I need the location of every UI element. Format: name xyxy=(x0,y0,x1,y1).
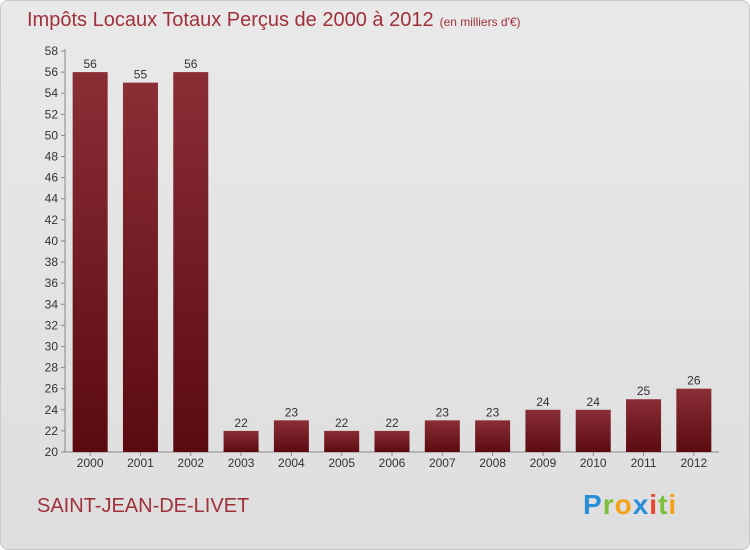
y-tick-label: 26 xyxy=(45,382,59,396)
data-label: 26 xyxy=(687,374,701,388)
bar-2000 xyxy=(72,72,108,453)
y-tick-label: 48 xyxy=(45,150,59,164)
y-tick-label: 24 xyxy=(45,403,59,417)
bar-2007 xyxy=(424,420,460,452)
chart-title: Impôts Locaux Totaux Perçus de 2000 à 20… xyxy=(27,9,521,32)
data-label: 25 xyxy=(637,384,651,398)
x-tick-label: 2007 xyxy=(429,456,456,470)
bar-2008 xyxy=(475,420,511,452)
data-label: 56 xyxy=(184,57,198,71)
y-tick-label: 22 xyxy=(45,424,59,438)
y-tick-label: 42 xyxy=(45,213,59,227)
x-tick-label: 2012 xyxy=(680,456,707,470)
data-label: 22 xyxy=(335,416,349,430)
y-tick-label: 38 xyxy=(45,255,59,269)
data-label: 24 xyxy=(587,395,601,409)
y-tick-label: 54 xyxy=(45,86,59,100)
bar-2004 xyxy=(273,420,309,452)
x-tick-label: 2006 xyxy=(379,456,406,470)
data-label: 55 xyxy=(134,68,148,82)
bar-2005 xyxy=(324,430,360,452)
data-label: 24 xyxy=(536,395,550,409)
y-tick-label: 30 xyxy=(45,339,59,353)
data-label: 22 xyxy=(234,416,248,430)
y-tick-label: 50 xyxy=(45,128,59,142)
chart-labels: 2000 56 2001 55 2002 56 2003 22 2004 23 2005 22 2006… xyxy=(77,57,708,470)
x-tick-label: 2011 xyxy=(631,456,657,470)
x-tick-label: 2008 xyxy=(479,456,506,470)
bar-2010 xyxy=(575,409,611,452)
x-tick-label: 2010 xyxy=(580,456,607,470)
y-tick-label: 36 xyxy=(45,276,59,290)
bar-2006 xyxy=(374,430,410,452)
data-label: 23 xyxy=(285,405,299,419)
bar-2012 xyxy=(676,388,712,452)
y-tick-label: 56 xyxy=(45,65,59,79)
y-tick-label: 58 xyxy=(45,44,59,58)
commune-name: SAINT-JEAN-DE-LIVET xyxy=(37,495,250,517)
bar-2002 xyxy=(173,72,209,453)
y-tick-label: 28 xyxy=(45,361,59,375)
x-tick-label: 2003 xyxy=(228,456,255,470)
data-label: 23 xyxy=(436,405,450,419)
x-tick-label: 2004 xyxy=(278,456,305,470)
y-tick-label: 34 xyxy=(45,297,59,311)
x-tick-label: 2002 xyxy=(177,456,204,470)
y-tick-label: 46 xyxy=(45,171,59,185)
data-label: 56 xyxy=(83,57,97,71)
x-tick-label: 2005 xyxy=(328,456,355,470)
bar-2001 xyxy=(122,82,158,452)
chart-bars xyxy=(72,72,712,453)
chart-unit: (en milliers d'€) xyxy=(439,15,521,29)
y-tick-label: 32 xyxy=(45,318,59,332)
y-tick-label: 40 xyxy=(45,234,59,248)
bar-2009 xyxy=(525,409,561,452)
bar-2011 xyxy=(626,399,662,452)
x-tick-label: 2001 xyxy=(127,456,154,470)
chart-title-text: Impôts Locaux Totaux Perçus de 2000 à 20… xyxy=(27,9,434,31)
data-label: 23 xyxy=(486,405,500,419)
x-tick-label: 2009 xyxy=(530,456,557,470)
y-tick-label: 20 xyxy=(45,445,59,459)
x-tick-label: 2000 xyxy=(77,456,104,470)
y-tick-label: 52 xyxy=(45,107,59,121)
bar-2003 xyxy=(223,430,259,452)
y-tick-label: 44 xyxy=(45,192,59,206)
data-label: 22 xyxy=(385,416,399,430)
proxiti-logo: Proxiti xyxy=(583,489,678,520)
